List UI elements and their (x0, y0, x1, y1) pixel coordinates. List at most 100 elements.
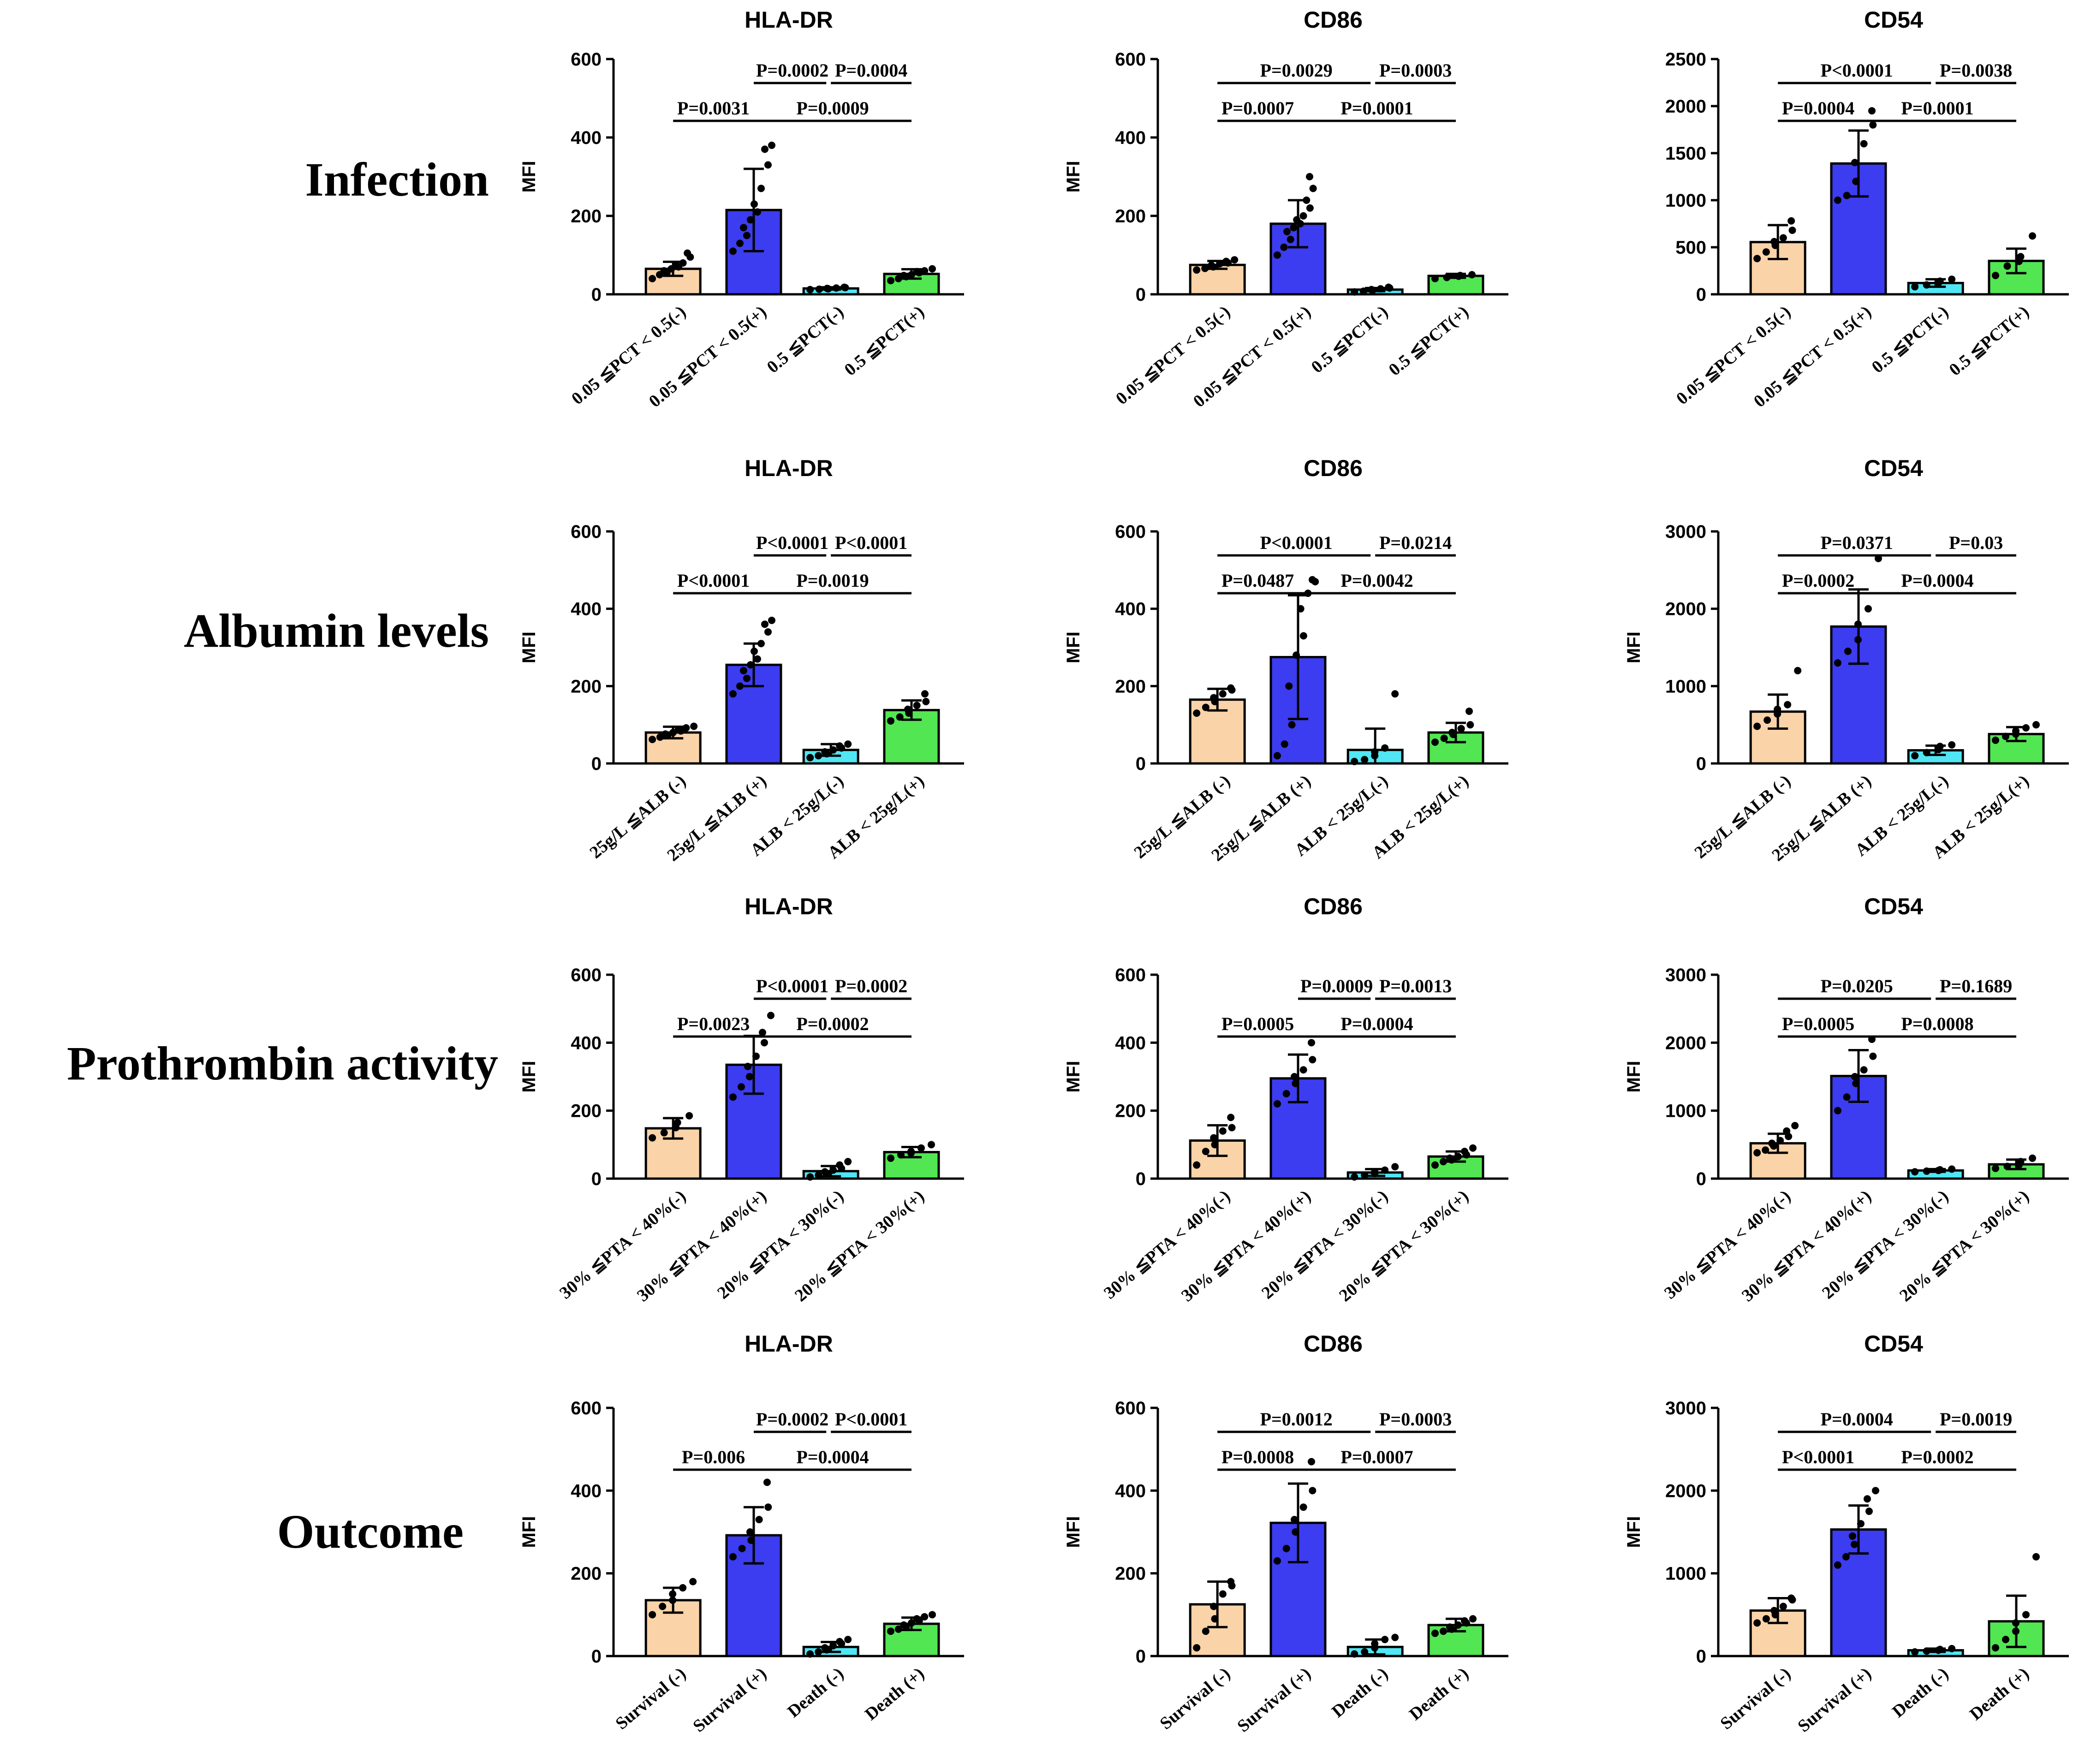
chart-2-1-point (844, 740, 852, 748)
chart-4-3-point (1911, 1648, 1919, 1656)
chart-2-2-point (1431, 738, 1439, 746)
chart-4-2-xtick-label-1: Survival (-) (1156, 1664, 1234, 1734)
chart-2-3-sig-label: P=0.0004 (1901, 570, 1973, 591)
chart-2-3-point (2022, 724, 2030, 732)
chart-3-3-title: CD54 (1864, 894, 1923, 919)
chart-4-3-xtick-label-4: Death (+) (1966, 1664, 2033, 1724)
chart-3-1-point (759, 1029, 766, 1037)
chart-4-3-point (1851, 1540, 1858, 1548)
chart-3-2-sig-label: P=0.0009 (1300, 976, 1373, 996)
chart-4-2-ytick-label: 600 (1115, 1398, 1146, 1418)
chart-4-1-ytick-label: 600 (571, 1398, 602, 1418)
chart-3-2-point (1274, 1100, 1281, 1108)
chart-3-3-point (2003, 1162, 2011, 1170)
chart-3-1-point (685, 1112, 693, 1120)
chart-1-1-point (832, 284, 840, 292)
chart-1-2-sig-label: P=0.0001 (1340, 98, 1413, 119)
chart-3-1-point (738, 1083, 745, 1091)
chart-1-3-point (2029, 232, 2036, 240)
chart-2-1-point (743, 674, 751, 682)
chart-3-1-point (744, 1062, 751, 1070)
chart-4-1-point (913, 1615, 921, 1623)
chart-2-2-ytick-label: 600 (1115, 522, 1146, 542)
chart-1-2-point (1274, 251, 1281, 259)
chart-3-1-sig-label: P=0.0023 (677, 1013, 750, 1034)
chart-1-1-sig-label: P=0.0004 (835, 60, 907, 81)
chart-2-3-point (1784, 701, 1792, 709)
chart-2-2-point (1465, 707, 1473, 715)
chart-3-1-ylabel: MFI (519, 1061, 539, 1093)
chart-1-2-point (1443, 274, 1451, 281)
chart-4-2-point (1351, 1650, 1358, 1658)
chart-1-1-point (761, 145, 768, 153)
chart-2-2-ylabel: MFI (1063, 632, 1084, 663)
chart-2-1-point (764, 628, 772, 636)
chart-3-1-point (767, 1012, 774, 1019)
chart-3-1-ytick-label: 600 (571, 965, 602, 985)
chart-4-3-point (1834, 1561, 1841, 1569)
chart-4-2-point (1446, 1623, 1454, 1631)
chart-1-1-xtick-label-3: 0.5 ≦PCT(-) (763, 302, 847, 377)
chart-1-3-sig-label: P<0.0001 (1821, 60, 1893, 81)
chart-2-1-sig-label: P<0.0001 (677, 570, 750, 591)
chart-2-2-point (1202, 703, 1209, 711)
chart-2-3-point (1948, 741, 1956, 749)
chart-1-2-point (1201, 264, 1209, 272)
chart-1-2-sig-label: P=0.0029 (1260, 60, 1333, 81)
chart-1-2-point (1299, 212, 1307, 220)
chart-3-2-point (1309, 1056, 1317, 1064)
chart-2-1-point (761, 620, 768, 628)
chart-3-3-ytick-label: 1000 (1665, 1101, 1706, 1121)
chart-2-3-point (1875, 554, 1882, 562)
row-label-albumin: Albumin levels (184, 604, 489, 657)
chart-1-1-point (840, 283, 848, 291)
chart-1-2-point (1208, 262, 1215, 269)
chart-2-3-point (1854, 620, 1862, 628)
chart-4-2-point (1193, 1644, 1201, 1652)
chart-4-1-point (746, 1528, 754, 1536)
chart-4-3-sig-label: P=0.0004 (1821, 1409, 1893, 1430)
chart-4-2-point (1461, 1617, 1468, 1625)
chart-4-1-sig-label: P=0.0004 (796, 1447, 869, 1467)
chart-4-3-point (1842, 1553, 1850, 1561)
chart-2-1-point (921, 690, 929, 698)
chart-3-3-point (2017, 1158, 2025, 1166)
chart-4-3-point (1865, 1508, 1873, 1515)
chart-3-2-point (1381, 1166, 1389, 1174)
chart-3-2-ytick-label: 0 (1136, 1169, 1146, 1189)
chart-4-2-point (1291, 1516, 1298, 1524)
chart-1-3-point (1788, 226, 1796, 234)
chart-3-3-sig-label: P=0.0205 (1821, 976, 1893, 996)
chart-1-3-ytick-label: 1500 (1665, 143, 1706, 164)
chart-2-3-point (1844, 647, 1852, 655)
chart-2-2-point (1466, 721, 1474, 729)
chart-2-1-point (661, 730, 669, 738)
chart-3-1-point (729, 1093, 737, 1101)
chart-3-3-xtick-label-2: 30% ≦PTA < 40%(+) (1738, 1186, 1875, 1305)
chart-3-1-point (844, 1158, 852, 1166)
chart-3-3-point (1860, 1066, 1868, 1074)
chart-3-3-point (1762, 1146, 1769, 1154)
chart-2-1-point (736, 682, 744, 690)
chart-4-2-sig-label: P=0.0008 (1221, 1447, 1294, 1467)
chart-1-1-point (740, 224, 747, 232)
chart-3-2-point (1282, 1090, 1290, 1097)
chart-3-3-point (1852, 1079, 1860, 1087)
chart-2-3-point (1936, 743, 1944, 751)
chart-3-2-point (1210, 1134, 1218, 1142)
chart-4-2-xtick-label-4: Death (+) (1406, 1664, 1472, 1724)
chart-4-1-title: HLA-DR (745, 1331, 833, 1357)
chart-2-2-sig-label: P<0.0001 (1260, 532, 1333, 553)
chart-1-2-sig-label: P=0.0003 (1379, 60, 1452, 81)
chart-4-1-sig-label: P=0.0002 (756, 1409, 828, 1430)
chart-1-2-point (1216, 260, 1224, 268)
chart-3-2-point (1211, 1141, 1219, 1149)
chart-2-3-point (1854, 636, 1862, 644)
chart-2-1-point (754, 655, 761, 663)
chart-3-1-point (761, 1039, 768, 1047)
chart-2-1-point (690, 722, 698, 730)
chart-3-1-point (887, 1154, 894, 1162)
chart-2-3-ytick-label: 2000 (1665, 599, 1706, 620)
chart-1-1-sig-label: P=0.0031 (677, 98, 750, 119)
